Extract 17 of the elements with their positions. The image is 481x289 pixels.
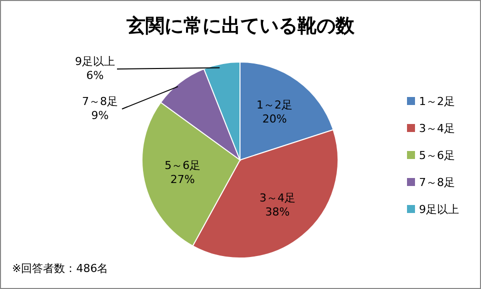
legend-label: 3～4足 <box>419 122 455 135</box>
data-label: 6% <box>86 69 104 82</box>
slice-label: 5～6足 <box>164 158 201 172</box>
slice-label: 3～4足 <box>259 191 296 204</box>
data-label: 9% <box>91 109 109 122</box>
legend-label: 5～6足 <box>419 149 455 162</box>
legend-label: 9足以上 <box>419 203 459 216</box>
slice-label: 9足以上 <box>75 55 115 68</box>
legend-label: 1～2足 <box>419 95 455 108</box>
slice-label: 1～2足 <box>256 98 293 112</box>
data-label: 27% <box>170 172 195 186</box>
slice-label: 7～8足 <box>82 95 118 108</box>
chart-title: 玄関に常に出ている靴の数 <box>126 15 356 37</box>
legend-label: 7～8足 <box>419 176 455 189</box>
data-label: 20% <box>262 112 287 126</box>
data-label: 38% <box>265 205 290 218</box>
text: ※回答者数：486名 <box>12 262 108 275</box>
